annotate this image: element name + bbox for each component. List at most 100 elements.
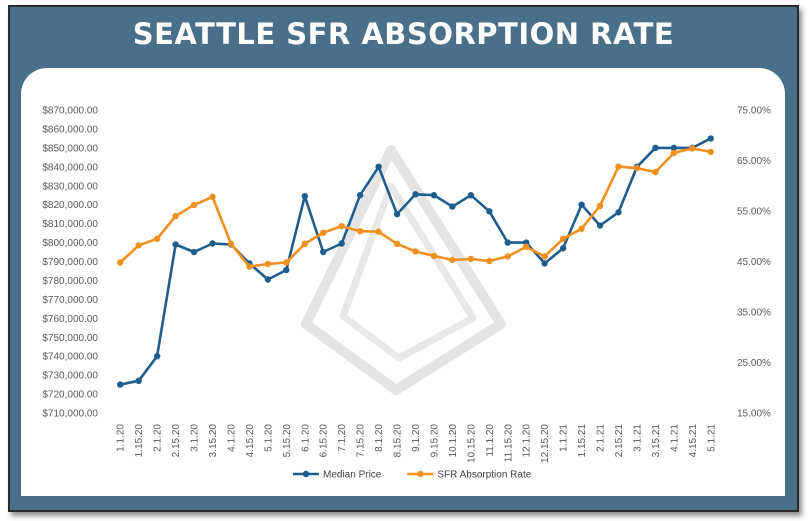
data-point bbox=[467, 255, 475, 263]
title-banner: SEATTLE SFR ABSORPTION RATE $870,000.00 $… bbox=[10, 7, 797, 510]
left-tick-label: $740,000.00 bbox=[42, 352, 98, 363]
x-tick-label: 5.1.20 bbox=[263, 424, 274, 452]
data-point bbox=[559, 245, 567, 252]
right-tick-label: 25.00% bbox=[737, 358, 771, 369]
data-point bbox=[283, 259, 290, 266]
right-tick-label: 55.00% bbox=[737, 207, 771, 218]
x-tick-label: 8.1.20 bbox=[374, 424, 385, 452]
chart-title: SEATTLE SFR ABSORPTION RATE bbox=[132, 17, 675, 51]
legend-marker bbox=[417, 470, 424, 478]
x-tick-label: 8.15.20 bbox=[393, 424, 404, 458]
data-point bbox=[338, 222, 345, 230]
x-tick-label: 1.15.20 bbox=[134, 424, 145, 458]
right-tick-label: 75.00% bbox=[737, 106, 771, 117]
data-point bbox=[449, 203, 456, 210]
data-point bbox=[504, 253, 511, 260]
x-tick-label: 1.15.21 bbox=[577, 424, 588, 458]
x-tick-label: 5.15.20 bbox=[282, 424, 293, 458]
data-point bbox=[135, 377, 142, 385]
data-point bbox=[578, 225, 585, 232]
data-point bbox=[172, 212, 179, 220]
x-tick-label: 10.1.20 bbox=[448, 424, 459, 458]
x-tick-label: 5.1.21 bbox=[706, 424, 717, 452]
data-point bbox=[670, 144, 678, 152]
data-point bbox=[153, 352, 161, 360]
data-point bbox=[430, 252, 438, 260]
data-point bbox=[596, 222, 604, 229]
data-point bbox=[227, 240, 235, 248]
left-tick-label: $810,000.00 bbox=[42, 219, 98, 230]
data-point bbox=[153, 235, 161, 242]
left-tick-label: $870,000.00 bbox=[42, 106, 98, 117]
x-tick-label: 3.1.21 bbox=[632, 424, 643, 452]
data-point bbox=[430, 192, 438, 199]
data-point bbox=[559, 235, 567, 242]
watermark-outer-shape bbox=[301, 145, 506, 395]
data-point bbox=[356, 228, 364, 235]
x-tick-label: 12.15.20 bbox=[540, 424, 551, 463]
left-tick-label: $840,000.00 bbox=[42, 162, 98, 173]
x-axis-ticks: 1.1.20 1.15.20 2.1.20 2.15.20 3.1.20 3.15.20 4… bbox=[116, 424, 718, 463]
x-tick-label: 2.1.20 bbox=[153, 424, 164, 452]
legend-marker bbox=[302, 470, 310, 478]
left-tick-label: $850,000.00 bbox=[42, 143, 98, 154]
data-point bbox=[375, 163, 382, 171]
data-point bbox=[320, 229, 327, 236]
left-tick-label: $860,000.00 bbox=[42, 124, 98, 135]
x-tick-label: 2.1.21 bbox=[596, 424, 607, 452]
right-tick-label: 35.00% bbox=[737, 308, 771, 319]
data-point bbox=[283, 266, 290, 274]
legend: Median Price SFR Absorption Rate bbox=[293, 470, 532, 481]
left-tick-label: $800,000.00 bbox=[42, 238, 98, 249]
data-point bbox=[615, 163, 622, 170]
left-tick-label: $820,000.00 bbox=[42, 200, 98, 211]
data-point bbox=[652, 168, 659, 176]
x-tick-label: 11.15.20 bbox=[503, 424, 514, 463]
data-point bbox=[449, 256, 456, 264]
x-tick-label: 12.1.20 bbox=[522, 424, 533, 458]
x-tick-label: 4.1.21 bbox=[669, 424, 680, 452]
left-tick-label: $730,000.00 bbox=[42, 371, 98, 382]
right-axis-ticks: 75.00% 65.00% 55.00% 45.00% 35.00% 25.00% 15.0… bbox=[737, 106, 771, 420]
x-tick-label: 7.1.20 bbox=[337, 424, 348, 452]
data-point bbox=[541, 253, 548, 260]
data-point bbox=[246, 263, 253, 270]
chart-frame: SEATTLE SFR ABSORPTION RATE $870,000.00 $… bbox=[8, 5, 799, 512]
data-point bbox=[117, 381, 124, 388]
data-point bbox=[633, 164, 641, 172]
data-point bbox=[172, 241, 179, 248]
left-tick-label: $760,000.00 bbox=[42, 314, 98, 325]
x-tick-label: 1.1.20 bbox=[116, 424, 127, 452]
left-tick-label: $770,000.00 bbox=[42, 295, 98, 306]
left-tick-label: $750,000.00 bbox=[42, 333, 98, 344]
chart-svg: $870,000.00 $860,000.00 $850,000.00 $840,00… bbox=[42, 106, 771, 481]
data-point bbox=[301, 192, 308, 200]
data-point bbox=[338, 240, 345, 247]
x-tick-label: 3.15.21 bbox=[651, 424, 662, 458]
data-point bbox=[652, 144, 659, 152]
left-tick-label: $710,000.00 bbox=[42, 409, 98, 420]
legend-label: SFR Absorption Rate bbox=[437, 470, 531, 481]
x-tick-label: 6.1.20 bbox=[300, 424, 311, 452]
x-tick-label: 2.15.21 bbox=[614, 424, 625, 458]
data-point bbox=[596, 202, 604, 210]
data-point bbox=[190, 201, 198, 209]
x-tick-label: 3.1.20 bbox=[190, 424, 201, 452]
watermark-inner-shape bbox=[339, 182, 477, 362]
data-point bbox=[670, 149, 678, 157]
x-tick-label: 7.15.20 bbox=[356, 424, 367, 458]
data-point bbox=[209, 193, 216, 201]
data-point bbox=[523, 243, 530, 251]
left-tick-label: $830,000.00 bbox=[42, 181, 98, 192]
data-point bbox=[209, 240, 216, 247]
series-lines bbox=[117, 135, 714, 388]
x-tick-label: 2.15.20 bbox=[171, 424, 182, 458]
left-tick-label: $790,000.00 bbox=[42, 257, 98, 268]
left-tick-label: $780,000.00 bbox=[42, 276, 98, 287]
data-point bbox=[117, 259, 124, 266]
data-point bbox=[615, 209, 622, 216]
data-point bbox=[486, 257, 493, 265]
x-tick-label: 4.15.20 bbox=[245, 424, 256, 458]
right-tick-label: 15.00% bbox=[737, 409, 771, 420]
x-tick-label: 1.1.21 bbox=[559, 424, 570, 452]
